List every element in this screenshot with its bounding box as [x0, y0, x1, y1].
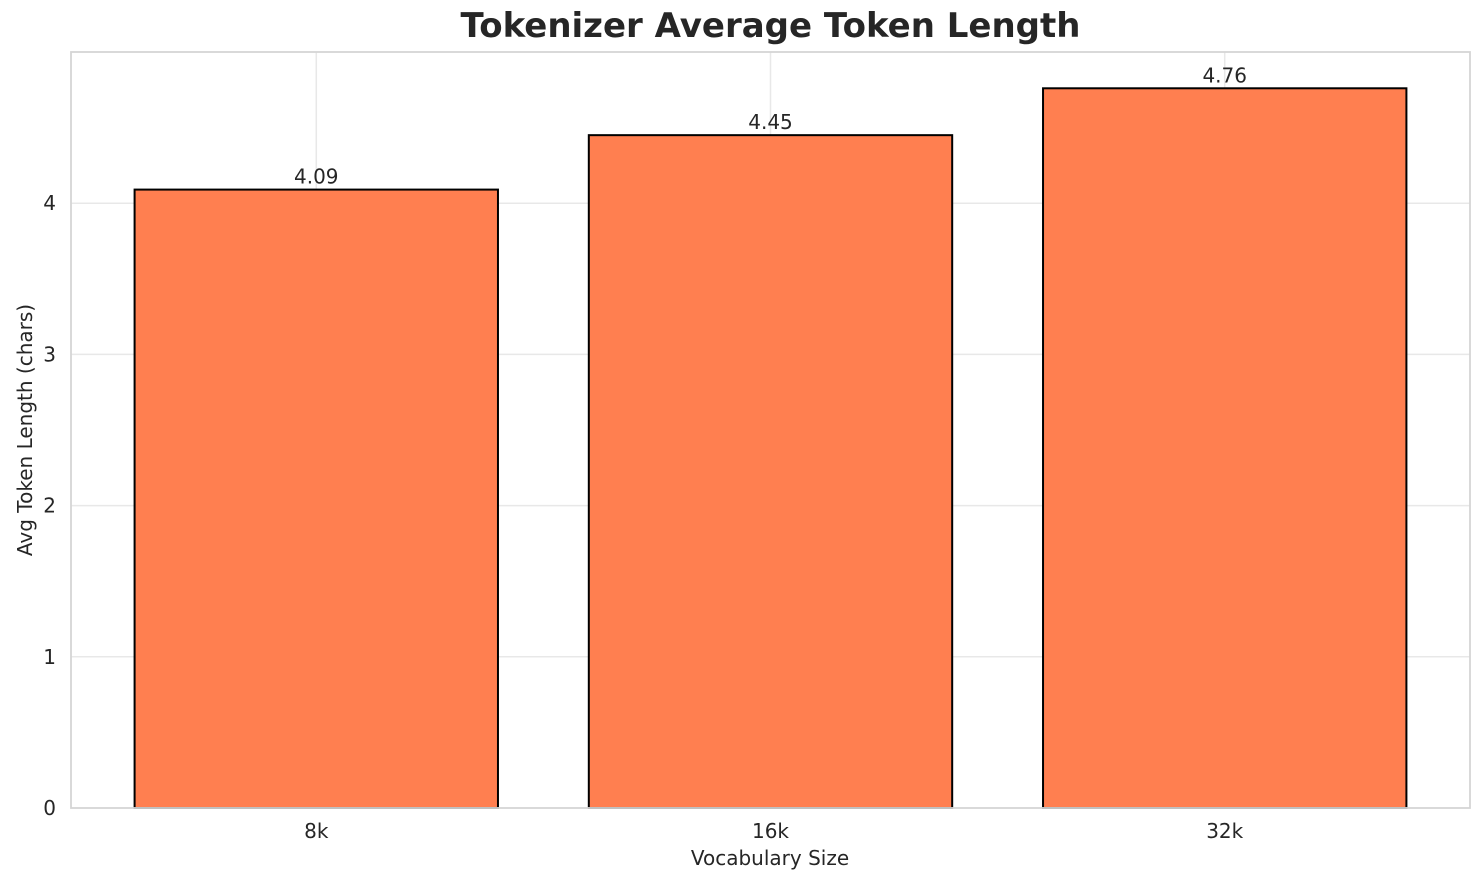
y-tick-label: 2 [43, 494, 56, 518]
x-axis-label: Vocabulary Size [690, 846, 850, 870]
x-tick-label: 32k [1206, 819, 1243, 843]
x-tick-label: 16k [752, 819, 789, 843]
y-tick-label: 0 [43, 796, 56, 820]
y-axis-label: Avg Token Length (chars) [13, 303, 37, 557]
chart-title: Tokenizer Average Token Length [460, 6, 1081, 46]
bar-value-label: 4.45 [748, 110, 793, 134]
bar-value-label: 4.09 [294, 165, 339, 189]
y-tick-label: 1 [43, 645, 56, 669]
y-tick-label: 3 [43, 342, 56, 366]
plot-frame [70, 51, 1471, 809]
bar [587, 134, 954, 810]
bar [133, 188, 499, 810]
bar [1042, 87, 1408, 809]
y-tick-label: 4 [43, 191, 56, 215]
x-tick-label: 8k [304, 819, 329, 843]
bar-value-label: 4.76 [1202, 63, 1247, 87]
